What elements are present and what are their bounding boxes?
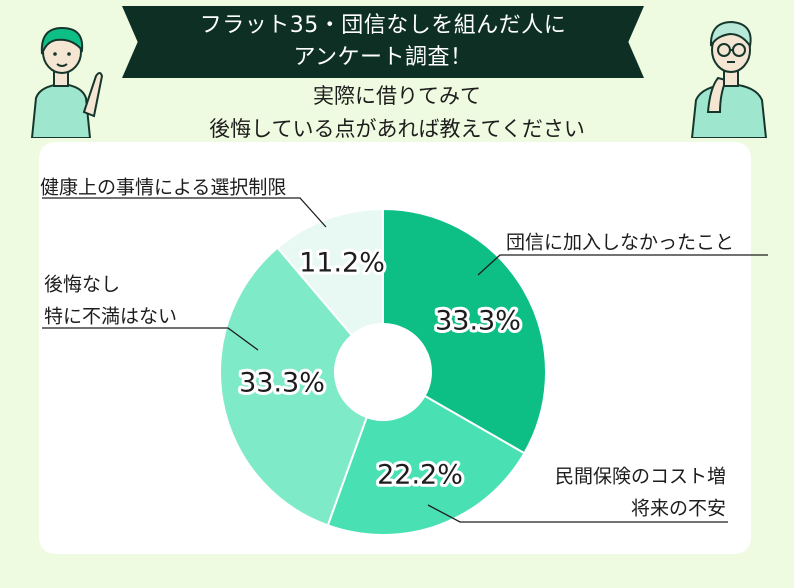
value-label-4: 11.2%	[299, 248, 385, 279]
category-label-2-line-1: 民間保険のコスト増	[555, 466, 726, 488]
title-banner: フラット35・団信なしを組んだ人に アンケート調査！	[122, 6, 644, 78]
donut-hole	[335, 324, 431, 420]
category-label-3-line-1: 後悔なし	[44, 274, 120, 296]
title-line-1: フラット35・団信なしを組んだ人に	[199, 13, 567, 38]
leader-line-1	[477, 254, 768, 276]
leader-line-2	[427, 504, 728, 523]
subtitle-line-2: 後悔している点があれば教えてください	[209, 117, 585, 141]
value-label-3: 33.3%	[239, 368, 325, 399]
leader-line-4	[42, 197, 327, 228]
category-label-3-line-2: 特に不満はない	[44, 306, 177, 328]
category-label-2-line-2: 将来の不安	[631, 498, 726, 520]
category-label-1: 団信に加入しなかったこと	[506, 232, 734, 254]
title-line-2: アンケート調査！	[293, 45, 473, 70]
value-label-1: 33.3%	[435, 306, 521, 337]
subtitle: 実際に借りてみて 後悔している点があれば教えてください	[0, 80, 794, 146]
woman-illustration	[30, 26, 104, 138]
value-label-2: 22.2%	[377, 460, 463, 491]
category-label-4: 健康上の事情による選択制限	[40, 177, 286, 199]
leader-line-3	[42, 327, 259, 351]
man-illustration	[690, 20, 768, 138]
subtitle-line-1: 実際に借りてみて	[313, 84, 481, 108]
